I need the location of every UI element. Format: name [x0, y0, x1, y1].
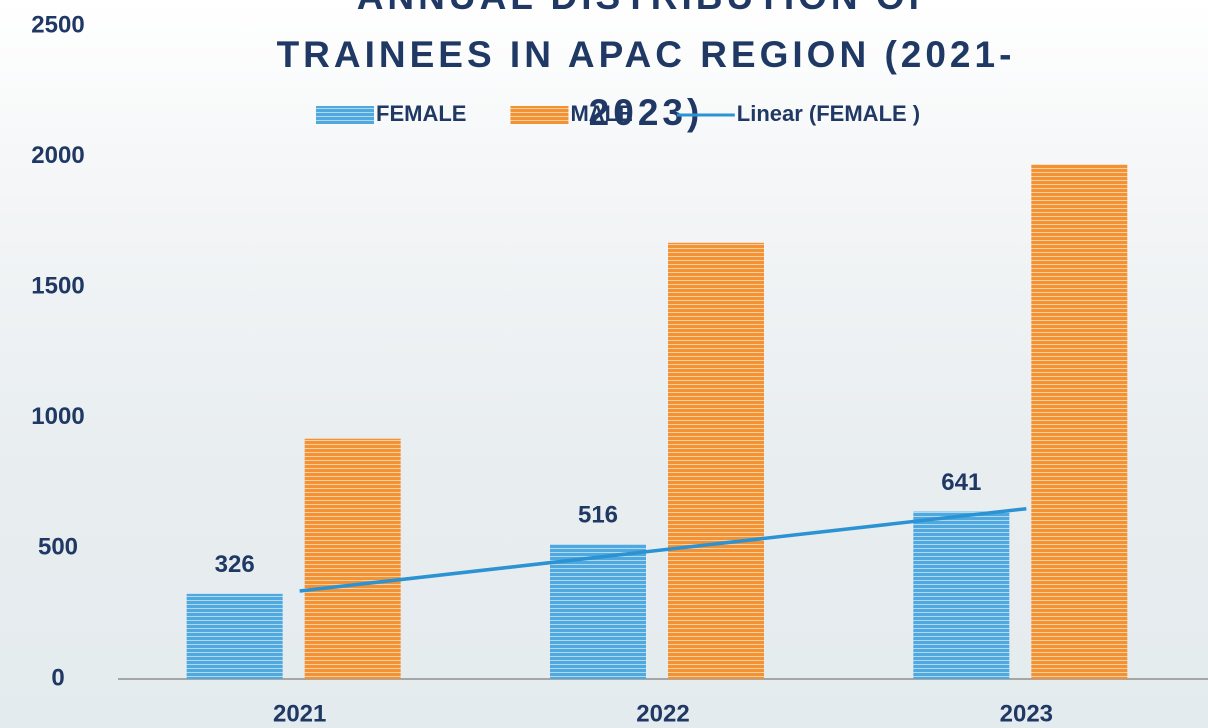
- legend-swatch: [316, 106, 374, 124]
- bar: [913, 512, 1009, 679]
- x-tick-label: 2021: [273, 700, 326, 727]
- bar: [550, 544, 646, 679]
- y-tick-label: 2500: [31, 11, 84, 38]
- bar: [668, 243, 764, 679]
- x-tick-label: 2023: [1000, 700, 1053, 727]
- legend-label: Linear (FEMALE ): [737, 101, 920, 126]
- x-tick-label: 2022: [636, 700, 689, 727]
- legend-swatch: [510, 106, 568, 124]
- legend-label: MALE: [570, 101, 632, 126]
- legend-label: FEMALE: [376, 101, 466, 126]
- y-tick-label: 500: [38, 534, 78, 561]
- bar: [187, 594, 283, 679]
- y-tick-label: 0: [51, 664, 64, 691]
- chart: 0 500 1000 1500 2000 2500 2021 326 2022 516 2023 64…: [0, 0, 1208, 728]
- bar: [1031, 164, 1127, 679]
- chart-background: ANNUAL DISTRIBUTION OF TRAINEES IN APAC …: [0, 0, 1208, 728]
- value-label: 326: [215, 551, 255, 578]
- value-label: 516: [578, 502, 618, 529]
- y-tick-label: 1500: [31, 273, 84, 300]
- y-tick-label: 1000: [31, 403, 84, 430]
- value-label: 641: [941, 469, 981, 496]
- y-tick-label: 2000: [31, 142, 84, 169]
- bar: [305, 439, 401, 679]
